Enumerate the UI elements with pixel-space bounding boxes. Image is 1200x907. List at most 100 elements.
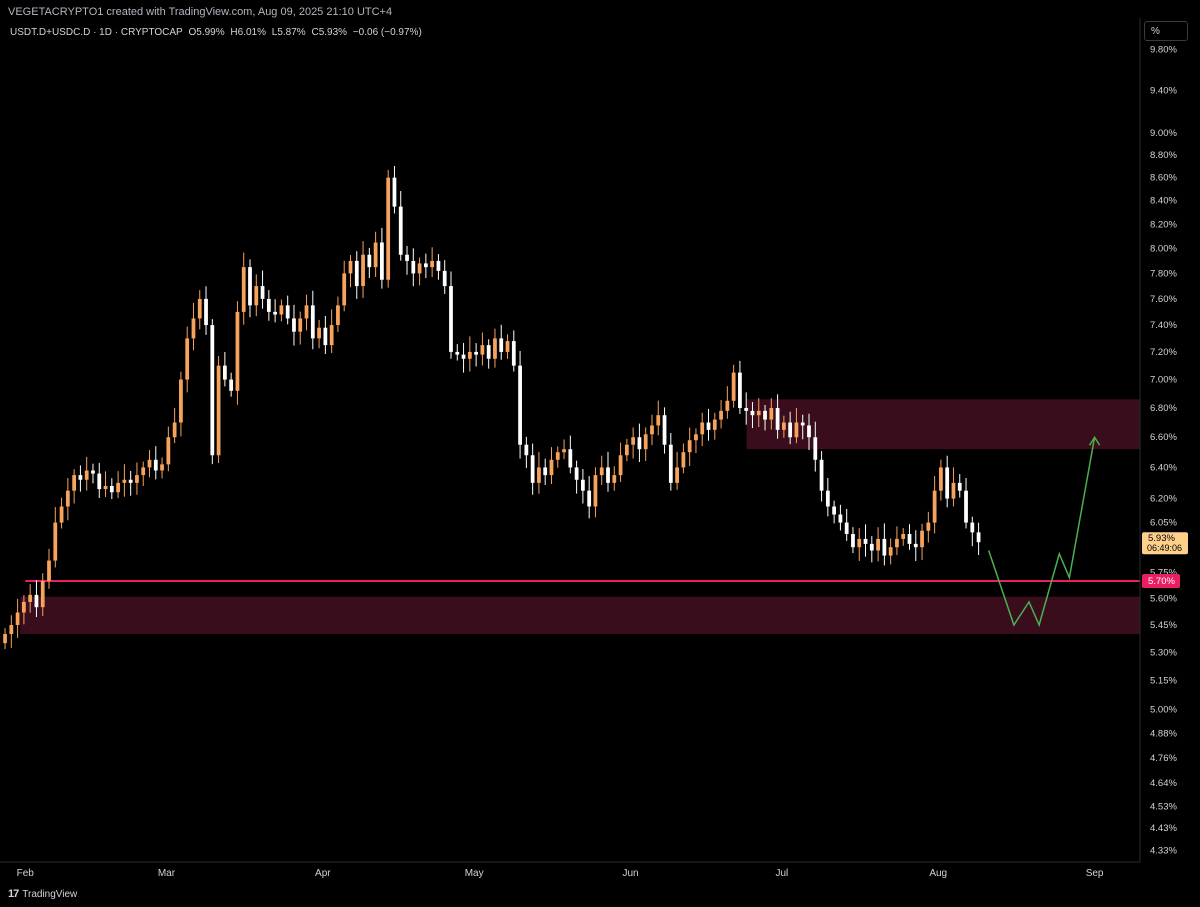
ohlc-close: C5.93% <box>311 27 348 38</box>
y-tick-label: 9.40% <box>1150 85 1177 96</box>
candle-body <box>197 298 202 319</box>
price-tags-layer: 5.93%06:49:06 5.70% <box>1142 532 1188 589</box>
candle-body <box>135 475 139 483</box>
y-tick-label: 4.43% <box>1150 823 1177 834</box>
candle-body <box>285 305 290 319</box>
candle-body <box>662 415 667 445</box>
candle-body <box>392 177 397 207</box>
candle-body <box>857 538 862 548</box>
candle-body <box>172 422 177 438</box>
y-tick-label: 5.45% <box>1150 620 1177 631</box>
symbol-legend[interactable]: USDT.D+USDC.D · 1D · CRYPTOCAP O5.99% H6… <box>10 27 425 38</box>
candle-body <box>530 455 535 483</box>
zones-layer <box>20 399 1140 635</box>
candle-body <box>518 365 522 445</box>
candle-body <box>976 532 981 543</box>
candle-body <box>310 305 315 339</box>
y-tick-label: 4.76% <box>1150 753 1177 764</box>
x-tick-label: Apr <box>315 868 331 879</box>
x-tick-label: Jul <box>775 868 788 879</box>
y-tick-label: 6.20% <box>1150 494 1177 505</box>
candle-body <box>800 422 805 426</box>
x-tick-label: Aug <box>929 868 947 879</box>
candle-body <box>593 475 598 507</box>
candle-body <box>254 286 259 306</box>
candle-body <box>643 434 648 450</box>
candle-body <box>675 467 679 483</box>
candle-body <box>719 410 723 420</box>
candle-body <box>493 338 497 359</box>
candle-body <box>47 560 51 582</box>
candle-body <box>794 422 799 438</box>
projection-layer <box>987 435 1101 628</box>
candle-body <box>59 506 64 523</box>
y-tick-label: 8.60% <box>1150 173 1177 184</box>
candle-body <box>153 459 158 471</box>
candle-body <box>624 444 629 456</box>
candle-body <box>744 407 749 411</box>
candle-body <box>694 434 698 441</box>
candle-body <box>222 365 227 380</box>
candle-body <box>380 242 384 280</box>
candle-body <box>725 400 730 411</box>
candle-body <box>775 407 780 430</box>
candle-body <box>939 467 943 491</box>
candle-body <box>65 490 70 507</box>
candle-body <box>825 490 830 507</box>
y-tick-label: 8.40% <box>1150 196 1177 207</box>
candle-body <box>700 422 705 435</box>
candle-body <box>706 422 711 430</box>
candle-body <box>788 422 793 438</box>
candle-body <box>266 298 271 312</box>
current-price-value: 5.93% <box>1148 533 1175 544</box>
y-tick-label: 6.40% <box>1150 462 1177 473</box>
x-tick-label: Sep <box>1086 868 1104 879</box>
y-tick-label: 4.88% <box>1150 728 1177 739</box>
candle-body <box>361 254 365 287</box>
candle-body <box>298 318 303 332</box>
candle-body <box>832 506 837 515</box>
y-tick-label: 5.60% <box>1150 593 1177 604</box>
candle-body <box>78 475 83 480</box>
candle-body <box>895 538 899 548</box>
candle-body <box>612 475 617 483</box>
candle-body <box>449 286 453 352</box>
tradingview-brand[interactable]: 17 TradingView <box>8 888 77 900</box>
y-tick-label: 7.80% <box>1150 268 1177 279</box>
current-price-tag <box>1142 532 1188 555</box>
y-tick-label: 9.80% <box>1150 45 1177 56</box>
y-tick-label: 8.80% <box>1150 150 1177 161</box>
candle-body <box>505 341 510 352</box>
candle-body <box>876 538 880 551</box>
candle-body <box>147 459 152 468</box>
candle-body <box>248 267 252 306</box>
candle-body <box>781 422 786 430</box>
candle-body <box>3 634 7 644</box>
y-tick-label: 6.60% <box>1150 432 1177 443</box>
y-tick-label: 8.00% <box>1150 244 1177 255</box>
candle-body <box>185 338 190 380</box>
candle-body <box>951 482 956 499</box>
candle-body <box>882 538 887 556</box>
candle-body <box>480 345 485 355</box>
y-tick-label: 9.00% <box>1150 128 1177 139</box>
ohlc-change: −0.06 (−0.97%) <box>352 27 422 38</box>
candle-body <box>599 467 604 476</box>
candle-body <box>813 437 818 460</box>
candle-body <box>888 547 893 556</box>
candle-body <box>474 351 478 355</box>
candle-body <box>756 410 761 416</box>
candle-body <box>292 318 296 332</box>
symbol-name[interactable]: USDT.D+USDC.D · 1D · CRYPTOCAP <box>10 27 183 38</box>
candle-body <box>869 543 874 551</box>
brand-name: TradingView <box>22 888 78 900</box>
candle-body <box>631 437 636 445</box>
candle-body <box>957 482 962 491</box>
x-tick-label: Mar <box>158 868 176 879</box>
candle-body <box>920 530 924 548</box>
percent-scale-button[interactable]: % <box>1144 21 1188 41</box>
candle-body <box>141 467 146 476</box>
candle-body <box>84 470 89 480</box>
candle-body <box>216 365 221 456</box>
